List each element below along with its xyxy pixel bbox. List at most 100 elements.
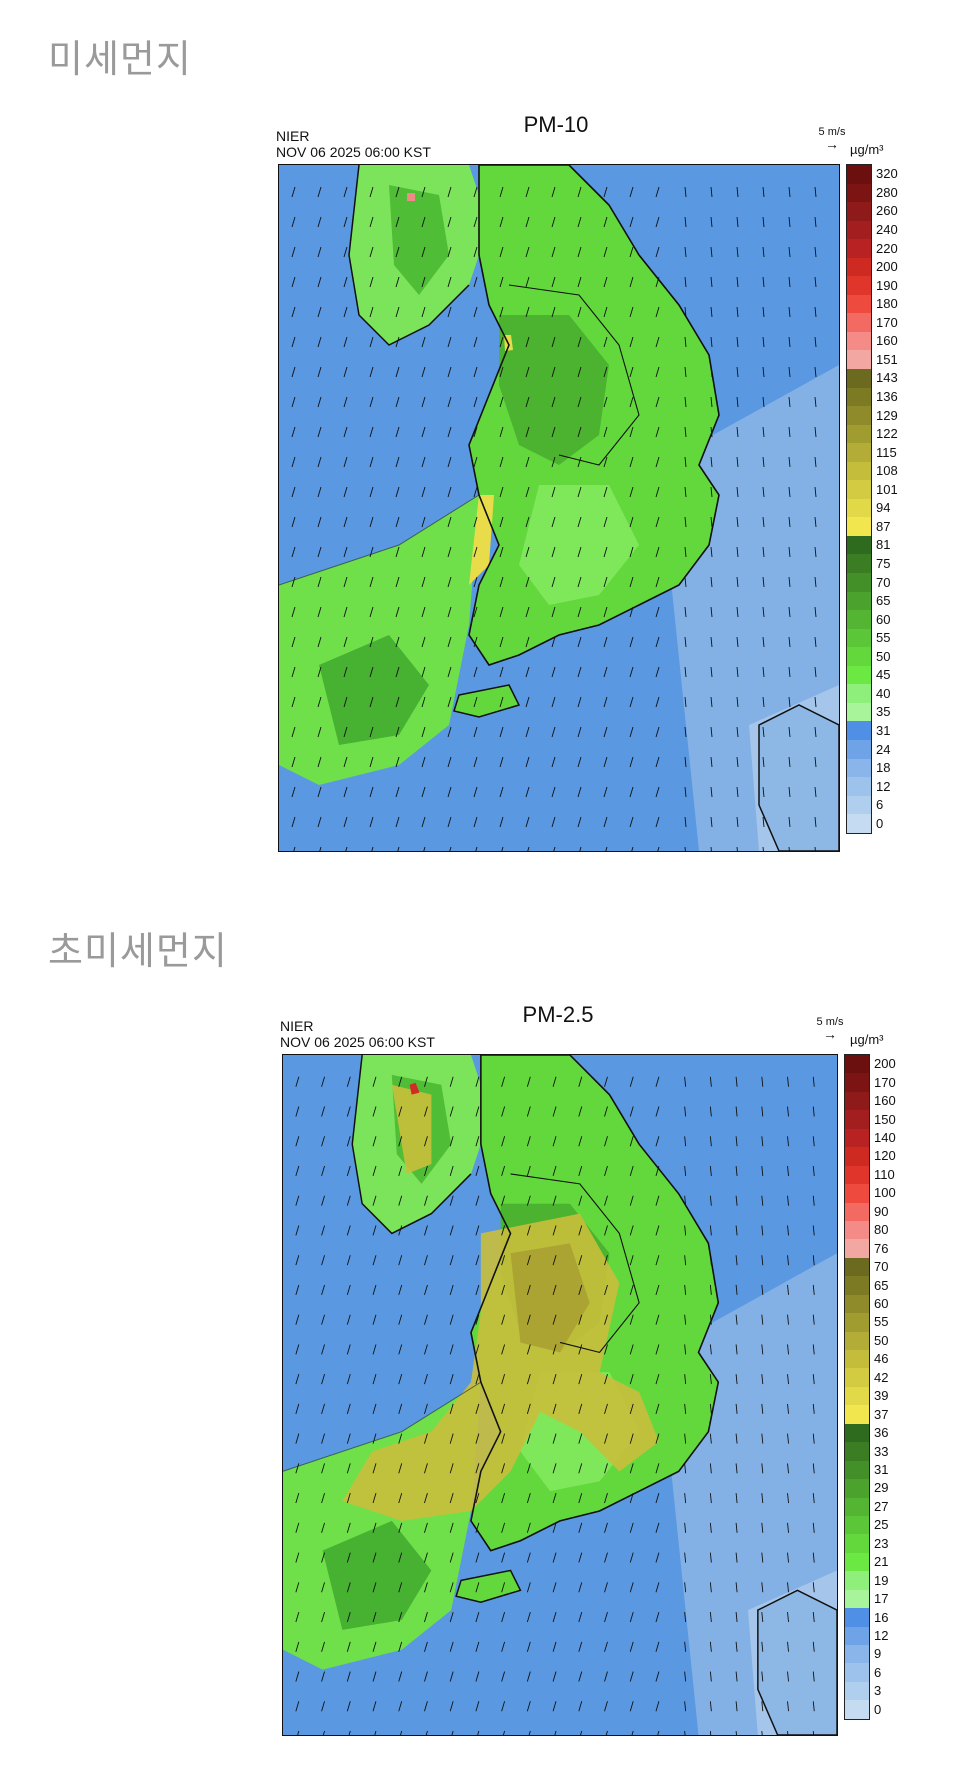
wind-vector: [421, 216, 426, 228]
wind-vector: [526, 1552, 531, 1563]
wind-vector: [398, 1344, 403, 1355]
colorbar-swatch: [845, 1276, 869, 1295]
wind-vector: [346, 1463, 351, 1474]
wind-vector: [787, 1255, 789, 1266]
wind-vector: [709, 1730, 712, 1735]
wind-vector: [812, 1374, 815, 1385]
wind-vector: [398, 1582, 403, 1593]
wind-vector: [421, 366, 426, 378]
wind-vector: [762, 396, 765, 408]
wind-vector: [317, 426, 322, 438]
wind-vector: [788, 366, 791, 378]
wind-vector: [449, 1284, 454, 1296]
wind-vector: [346, 1284, 351, 1296]
wind-vector: [579, 846, 582, 851]
wind-vector: [501, 1522, 506, 1533]
wind-vector: [629, 1195, 634, 1206]
wind-vector: [788, 426, 791, 438]
wind-vector: [684, 726, 687, 738]
wind-vector: [291, 186, 296, 198]
wind-vector: [629, 276, 634, 288]
wind-vector: [655, 1284, 660, 1296]
colorbar-tick-label: 80: [874, 1222, 889, 1238]
wind-vector: [812, 1076, 815, 1087]
wind-vector: [501, 1493, 506, 1504]
wind-vector: [551, 726, 556, 738]
wind-vector: [552, 1314, 557, 1325]
wind-vector: [629, 1106, 634, 1117]
wind-vector: [787, 1284, 789, 1295]
wind-vector: [735, 1344, 738, 1355]
wind-vector: [346, 1403, 351, 1414]
wind-vector: [604, 1165, 608, 1177]
wind-vector: [578, 1255, 583, 1266]
wind-vector: [372, 1225, 377, 1236]
wind-vector: [369, 366, 374, 378]
wind-vector: [447, 246, 452, 258]
wind-vector: [629, 216, 634, 228]
wind-vector: [603, 546, 608, 558]
wind-vector: [578, 1463, 583, 1474]
wind-vector: [684, 1284, 687, 1295]
colorbar-swatch: [845, 1608, 869, 1627]
wind-vector: [551, 366, 556, 378]
wind-vector: [424, 1374, 428, 1385]
wind-vector: [552, 1641, 557, 1652]
wind-vector: [343, 636, 348, 648]
wind-vector: [814, 276, 817, 288]
wind-vector: [343, 786, 348, 798]
wind-vector: [372, 1701, 377, 1712]
datetime-label: NOV 06 2025 06:00 KST: [276, 144, 431, 160]
wind-vector: [577, 396, 582, 408]
wind-vector: [629, 576, 634, 588]
colorbar-swatch: [845, 1350, 869, 1369]
colorbar-swatch: [845, 1681, 869, 1701]
wind-vector: [684, 276, 687, 288]
wind-vector: [787, 1730, 789, 1735]
wind-vector: [321, 1463, 325, 1474]
wind-vector: [604, 1225, 608, 1236]
wind-vector: [788, 246, 791, 258]
wind-vector: [317, 516, 322, 528]
wind-vector: [655, 1195, 660, 1206]
wind-vector: [604, 1493, 608, 1504]
wind-vector: [787, 1374, 789, 1385]
wind-vector: [528, 1730, 531, 1735]
wind-vector: [552, 1582, 557, 1593]
wind-vector: [788, 276, 791, 288]
wind-vector: [552, 1433, 557, 1444]
wind-vector: [421, 246, 426, 258]
wind-vector: [421, 756, 426, 768]
datetime-label: NOV 06 2025 06:00 KST: [280, 1034, 435, 1050]
wind-vector: [578, 1701, 583, 1712]
wind-vector: [709, 1195, 712, 1206]
wind-vector: [369, 486, 374, 498]
wind-vector: [578, 1671, 583, 1682]
wind-vector: [398, 1641, 403, 1652]
wind-vector: [525, 306, 530, 318]
wind-vector: [735, 1076, 738, 1087]
wind-vector: [578, 1522, 583, 1533]
wind-vector: [369, 216, 374, 228]
wind-vector: [762, 606, 765, 618]
wind-vector: [577, 336, 582, 348]
wind-vector: [604, 1671, 608, 1682]
wind-vector: [424, 1314, 428, 1325]
colorbar-tick-label: 45: [876, 667, 891, 683]
colorbar-swatch: [847, 814, 871, 833]
pm25-concentration-map: [282, 1054, 838, 1736]
wind-vector: [684, 1433, 687, 1444]
wind-vector: [551, 786, 556, 798]
wind-vector: [736, 786, 739, 798]
wind-vector: [447, 516, 452, 528]
wind-vector: [629, 546, 634, 558]
wind-vector: [501, 1701, 506, 1712]
wind-vector: [735, 1403, 738, 1414]
wind-vector: [629, 1284, 634, 1296]
wind-vector: [761, 1582, 764, 1593]
wind-vector: [372, 1493, 377, 1504]
wind-vector: [475, 1671, 480, 1682]
wind-vector: [525, 606, 530, 618]
wind-vector: [291, 786, 296, 798]
wind-vector: [343, 246, 348, 258]
